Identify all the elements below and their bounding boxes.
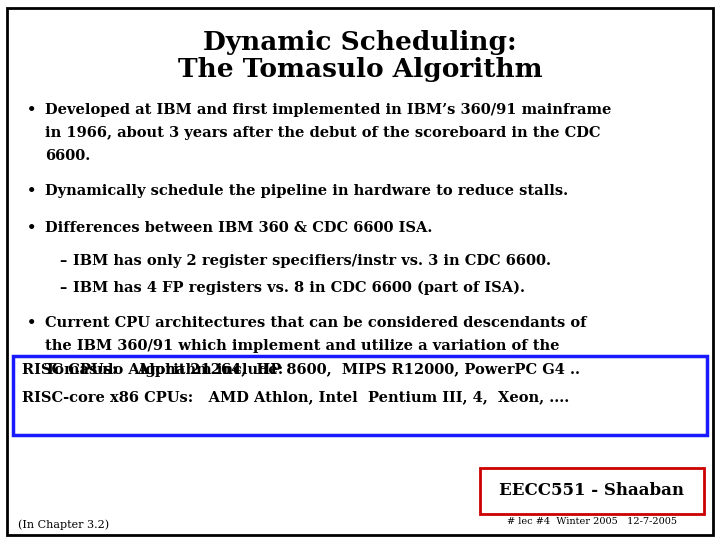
Text: –: – xyxy=(59,254,66,268)
Text: Developed at IBM and first implemented in IBM’s 360/91 mainframe: Developed at IBM and first implemented i… xyxy=(45,103,611,117)
Text: •: • xyxy=(27,103,37,117)
Text: •: • xyxy=(27,184,37,198)
Text: # lec #4  Winter 2005   12-7-2005: # lec #4 Winter 2005 12-7-2005 xyxy=(507,517,677,525)
Text: Differences between IBM 360 & CDC 6600 ISA.: Differences between IBM 360 & CDC 6600 I… xyxy=(45,221,432,235)
Text: 6600.: 6600. xyxy=(45,149,90,163)
Text: –: – xyxy=(59,281,66,295)
Text: IBM has 4 FP registers vs. 8 in CDC 6600 (part of ISA).: IBM has 4 FP registers vs. 8 in CDC 6600… xyxy=(73,281,526,295)
Text: Current CPU architectures that can be considered descendants of: Current CPU architectures that can be co… xyxy=(45,316,586,330)
Text: RISC-core x86 CPUs:   AMD Athlon, Intel  Pentium III, 4,  Xeon, ....: RISC-core x86 CPUs: AMD Athlon, Intel Pe… xyxy=(22,390,569,404)
Text: RISC CPUs:    Alpha 21264,  HP 8600,  MIPS R12000, PowerPC G4 ..: RISC CPUs: Alpha 21264, HP 8600, MIPS R1… xyxy=(22,363,580,377)
Text: Dynamic Scheduling:: Dynamic Scheduling: xyxy=(203,30,517,55)
Text: IBM has only 2 register specifiers/instr vs. 3 in CDC 6600.: IBM has only 2 register specifiers/instr… xyxy=(73,254,552,268)
Text: Tomasulo Algorithm include:: Tomasulo Algorithm include: xyxy=(45,362,283,376)
Text: •: • xyxy=(27,316,37,330)
Text: the IBM 360/91 which implement and utilize a variation of the: the IBM 360/91 which implement and utili… xyxy=(45,339,559,353)
Text: EECC551 - Shaaban: EECC551 - Shaaban xyxy=(500,482,684,499)
Text: (In Chapter 3.2): (In Chapter 3.2) xyxy=(18,519,109,530)
Text: in 1966, about 3 years after the debut of the scoreboard in the CDC: in 1966, about 3 years after the debut o… xyxy=(45,126,600,140)
Bar xyxy=(13,356,707,435)
Bar xyxy=(480,468,704,514)
Text: •: • xyxy=(27,221,37,235)
Text: Dynamically schedule the pipeline in hardware to reduce stalls.: Dynamically schedule the pipeline in har… xyxy=(45,184,568,198)
Text: The Tomasulo Algorithm: The Tomasulo Algorithm xyxy=(178,57,542,82)
